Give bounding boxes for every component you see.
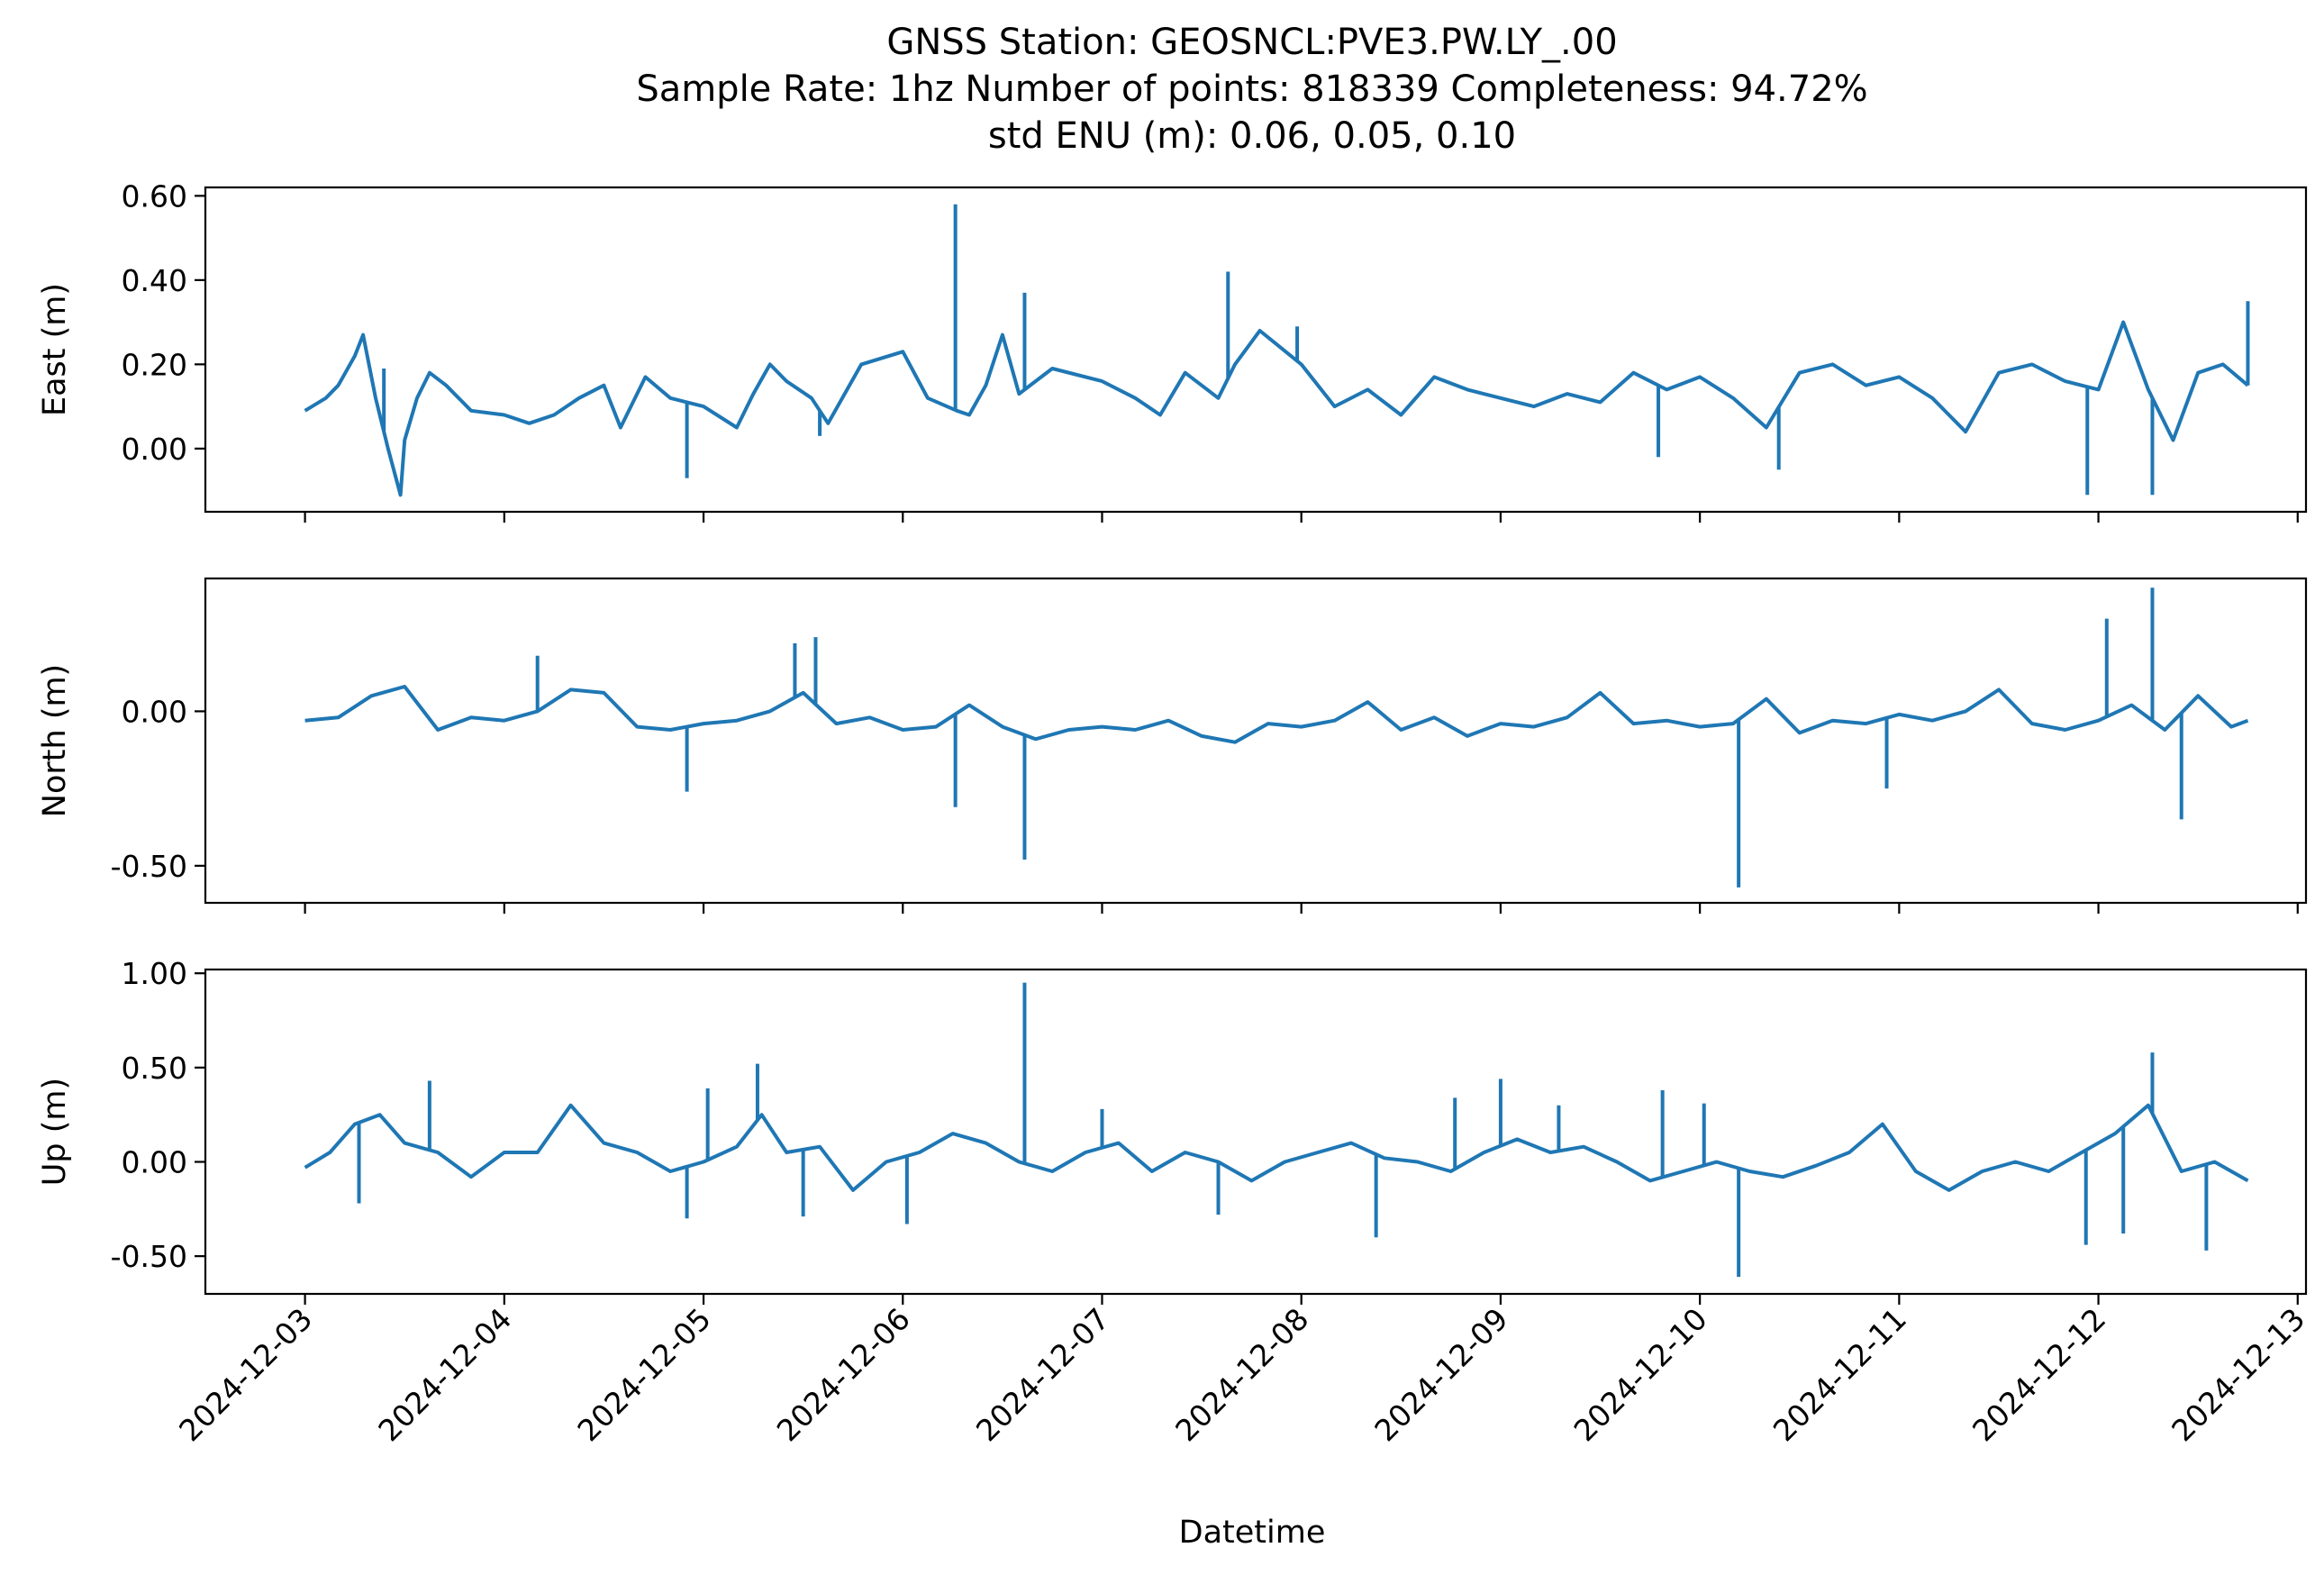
panel-2: 1.00 0.50 0.00 -0.50 Up (m) [37,956,2308,1305]
axes-frame [204,186,2308,514]
y-tick-label: -0.50 [111,849,187,884]
y-tick-label: 0.50 [122,1051,187,1086]
y-tick-label: 0.20 [122,347,187,382]
y-tick-label: -0.50 [111,1239,187,1274]
x-axis-label: Datetime [1179,1515,1326,1551]
x-tick-label: 2024-12-06 [770,1301,917,1448]
y-tick-label: 0.00 [122,694,187,729]
x-tick-label: 2024-12-08 [1168,1301,1315,1448]
y-tick-label: 1.00 [122,956,187,991]
panel-0: 0.60 0.40 0.20 0.00 East (m) [37,178,2308,523]
title-line-3: std ENU (m): 0.06, 0.05, 0.10 [988,115,1516,157]
y-tick-label: 0.00 [122,1144,187,1179]
x-tick-label: 2024-12-10 [1567,1301,1714,1448]
x-tick-label: 2024-12-12 [1965,1301,2112,1448]
panel-1: 0.00 -0.50 North (m) [37,577,2308,914]
figure-title: GNSS Station: GEOSNCL:PVE3.PW.LY_.00 Sam… [636,22,1867,157]
x-tick-label: 2024-12-07 [969,1301,1116,1448]
x-tick-label: 2024-12-11 [1766,1301,1913,1448]
axes-frame [204,968,2308,1296]
axes-frame [204,577,2308,905]
x-axis: 2024-12-03 2024-12-04 2024-12-05 2024-12-06… [172,1301,2311,1448]
y-axis-label: North (m) [37,664,73,817]
x-tick-label: 2024-12-03 [172,1301,319,1448]
y-axis-label: East (m) [37,283,73,416]
x-tick-label: 2024-12-13 [2165,1301,2311,1448]
panels: 0.60 0.40 0.20 0.00 East (m) 0.00 -0.50 North (… [37,178,2308,1305]
y-tick-label: 0.60 [122,178,187,214]
y-tick-label: 0.40 [122,263,187,298]
title-line-1: GNSS Station: GEOSNCL:PVE3.PW.LY_.00 [886,22,1617,63]
y-axis-label: Up (m) [37,1078,73,1186]
x-tick-label: 2024-12-09 [1367,1301,1514,1448]
y-tick-label: 0.00 [122,432,187,467]
series-line [304,1103,2249,1192]
series-line [304,320,2249,497]
x-tick-label: 2024-12-05 [571,1301,718,1448]
series-line [304,685,2249,744]
title-line-2: Sample Rate: 1hz Number of points: 81833… [636,68,1867,110]
x-tick-label: 2024-12-04 [371,1301,518,1448]
